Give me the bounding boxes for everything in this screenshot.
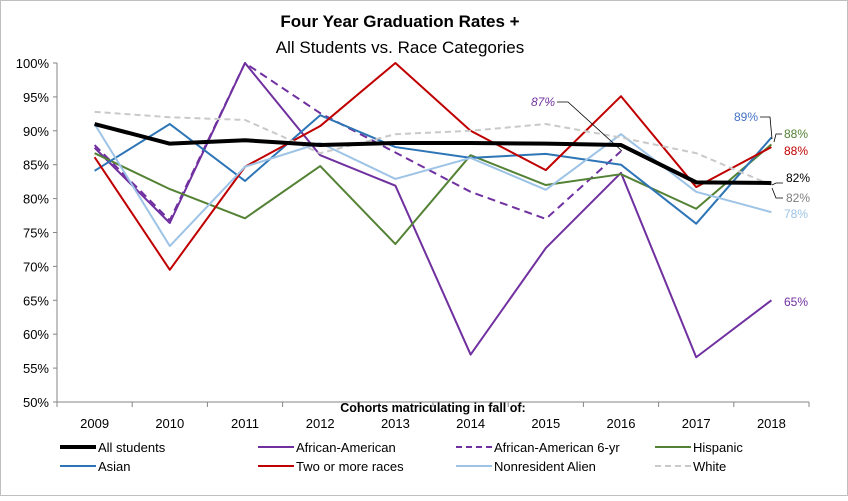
- y-tick-label: 70%: [23, 259, 49, 274]
- data-label: 82%: [786, 191, 810, 205]
- legend-label: Asian: [98, 459, 131, 474]
- data-label: 87%: [531, 95, 555, 109]
- legend: All students African-American African-Amer…: [60, 440, 743, 474]
- label-leader-line: [760, 116, 773, 140]
- label-leader-line: [773, 133, 782, 143]
- legend-label: White: [693, 459, 726, 474]
- y-tick-label: 60%: [23, 327, 49, 342]
- x-tick-label: 2009: [80, 416, 109, 431]
- series-group: [93, 62, 773, 359]
- y-tick-label: 55%: [23, 361, 49, 376]
- legend-label: African-American: [296, 440, 396, 455]
- series-line-all-students: [94, 122, 772, 186]
- x-tick-label: 2015: [531, 416, 560, 431]
- data-labels: 87% 89% 88% 88% 82% 82% 78% 65%: [531, 95, 810, 309]
- y-tick-label: 80%: [23, 192, 49, 207]
- data-label: 89%: [734, 110, 758, 124]
- y-tick-label: 100%: [16, 56, 50, 71]
- data-label: 88%: [784, 127, 808, 141]
- y-tick-label: 75%: [23, 226, 49, 241]
- data-label: 82%: [786, 171, 810, 185]
- label-leader-line: [771, 187, 783, 199]
- data-label: 78%: [784, 207, 808, 221]
- chart-title: Four Year Graduation Rates +: [280, 12, 519, 31]
- data-label: 88%: [784, 144, 808, 158]
- x-tick-label: 2018: [757, 416, 786, 431]
- x-tick-label: 2016: [607, 416, 636, 431]
- y-tick-label: 85%: [23, 158, 49, 173]
- legend-label: Nonresident Alien: [494, 459, 596, 474]
- series-line-hispanic: [94, 143, 773, 246]
- x-tick-label: 2010: [155, 416, 184, 431]
- y-tick-label: 50%: [23, 395, 49, 410]
- series-line-asian: [94, 114, 773, 225]
- x-axis-label: Cohorts matriculating in fall of:: [340, 401, 525, 415]
- y-tick-label: 95%: [23, 90, 49, 105]
- x-tick-label: 2013: [381, 416, 410, 431]
- x-tick-label: 2014: [456, 416, 485, 431]
- y-tick-label: 90%: [23, 124, 49, 139]
- label-leader-line: [771, 182, 783, 186]
- series-line-white: [94, 110, 772, 186]
- axes: 50% 55% 60% 65% 70% 75% 80% 85% 90% 95% 100% 2009 20…: [16, 56, 810, 431]
- x-tick-label: 2012: [306, 416, 335, 431]
- data-label: 65%: [784, 295, 808, 309]
- chart-subtitle: All Students vs. Race Categories: [276, 38, 525, 57]
- legend-label: African-American 6-yr: [494, 440, 620, 455]
- legend-label: All students: [98, 440, 166, 455]
- x-tick-label: 2017: [682, 416, 711, 431]
- legend-label: Hispanic: [693, 440, 743, 455]
- x-tick-label: 2011: [231, 416, 259, 431]
- y-tick-label: 65%: [23, 293, 49, 308]
- series-line-two-or-more-races: [93, 62, 772, 271]
- label-leader-line: [557, 101, 623, 152]
- legend-label: Two or more races: [296, 459, 404, 474]
